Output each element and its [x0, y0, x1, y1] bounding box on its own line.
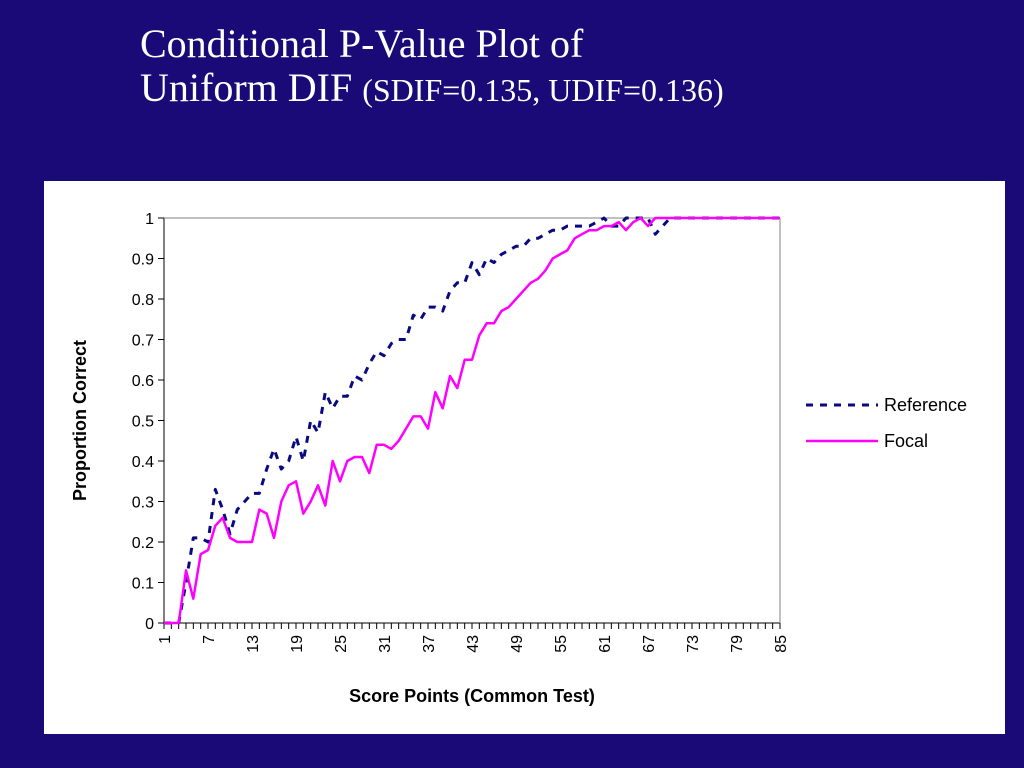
legend-focal-label: Focal: [884, 431, 928, 451]
y-tick-label: 1: [145, 211, 154, 228]
legend-reference-label: Reference: [884, 395, 967, 415]
legend: Reference Focal: [806, 395, 967, 451]
y-tick-label: 0.4: [132, 454, 154, 471]
x-tick-label: 67: [641, 635, 658, 653]
x-tick-label: 13: [245, 635, 262, 653]
x-tick-label: 79: [729, 635, 746, 653]
y-ticks: 0 0.1 0.2 0.3 0.4 0.5 0.6 0.7 0.8 0.9 1: [132, 211, 164, 633]
x-tick-label: 73: [685, 635, 702, 653]
x-tick-label: 1: [157, 635, 174, 644]
x-tick-label: 7: [201, 635, 218, 644]
y-tick-label: 0.8: [132, 292, 154, 309]
series-line-reference: [164, 216, 780, 625]
x-tick-label: 19: [289, 635, 306, 653]
slide-title: Conditional P-Value Plot of Uniform DIF …: [140, 22, 724, 112]
x-tick-label: 49: [509, 635, 526, 653]
x-tick-label: 43: [465, 635, 482, 653]
y-tick-label: 0.1: [132, 576, 154, 593]
y-tick-label: 0.3: [132, 495, 154, 512]
x-tick-label: 85: [773, 635, 790, 653]
series-lines: [164, 216, 780, 625]
conditional-p-value-chart: 0 0.1 0.2 0.3 0.4 0.5 0.6 0.7 0.8 0.9 1 1 7 13 19 25 31…: [70, 211, 967, 706]
y-tick-label: 0.5: [132, 414, 154, 431]
title-line-2-main: Uniform DIF: [140, 65, 353, 110]
y-tick-label: 0.7: [132, 333, 154, 350]
series-line-focal: [164, 216, 780, 625]
x-axis-title: Score Points (Common Test): [349, 686, 595, 706]
x-ticks: 1 7 13 19 25 31 37 43 49 55 61 67 73 79 85: [157, 623, 790, 653]
y-tick-label: 0.9: [132, 252, 154, 269]
y-tick-label: 0: [145, 616, 154, 633]
title-line-1: Conditional P-Value Plot of: [140, 21, 584, 66]
x-tick-label: 37: [421, 635, 438, 653]
y-axis-title: Proportion Correct: [70, 340, 90, 501]
x-tick-label: 55: [553, 635, 570, 653]
x-tick-label: 31: [377, 635, 394, 653]
chart-panel: 0 0.1 0.2 0.3 0.4 0.5 0.6 0.7 0.8 0.9 1 1 7 13 19 25 31…: [44, 181, 1005, 734]
title-line-2: Uniform DIF (SDIF=0.135, UDIF=0.136): [140, 66, 724, 112]
y-tick-label: 0.6: [132, 373, 154, 390]
title-stats: (SDIF=0.135, UDIF=0.136): [362, 72, 724, 108]
x-tick-label: 61: [597, 635, 614, 653]
y-tick-label: 0.2: [132, 535, 154, 552]
x-tick-label: 25: [333, 635, 350, 653]
